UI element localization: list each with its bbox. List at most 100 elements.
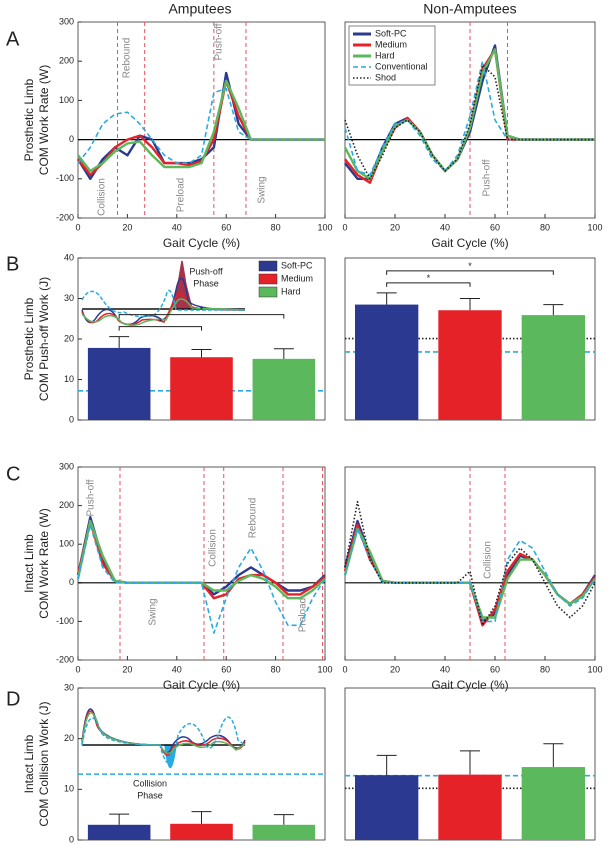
y-tick-label: 0	[69, 834, 74, 844]
x-tick-label: 80	[540, 222, 550, 232]
x-tick-label: 100	[587, 222, 602, 232]
phase-label: Preload	[298, 598, 309, 632]
y-axis-label: COM Work Rate (W)	[37, 508, 51, 618]
y-tick-label: 20	[64, 733, 74, 743]
x-tick-label: 0	[75, 664, 80, 674]
series-line	[76, 519, 326, 600]
phase-label: Push-off	[214, 23, 225, 60]
bar	[252, 824, 316, 840]
panel: 0 20 40 60 80 100 Gait Cycle (%) Collision	[342, 466, 603, 692]
panel: Intact Limb COM Work Rate (W) -200 -100 0 100…	[22, 461, 332, 692]
x-tick-label: 40	[440, 664, 450, 674]
y-axis-label: COM Collision Work (J)	[37, 701, 51, 826]
x-tick-label: 100	[317, 664, 332, 674]
legend-label: Soft-PC	[281, 260, 313, 270]
series-line	[344, 60, 595, 176]
x-axis-label: Gait Cycle (%)	[163, 236, 240, 250]
x-tick-label: 100	[317, 222, 332, 232]
inset-label: Collision	[133, 778, 167, 788]
y-axis-label: Intact Limb	[22, 534, 36, 593]
x-tick-label: 20	[122, 664, 132, 674]
y-tick-label: -100	[56, 173, 74, 183]
y-axis-label: Intact Limb	[22, 734, 36, 793]
y-tick-label: -200	[56, 654, 74, 664]
inset-label: Phase	[137, 790, 163, 800]
bar	[438, 774, 502, 840]
panel-letter: C	[6, 463, 20, 485]
legend-label: Soft-PC	[375, 28, 407, 38]
panel: 0 20 40 60 80 100 Gait Cycle (%) Push-off Soft-P…	[342, 21, 603, 250]
y-axis-label: COM Work Rate (W)	[37, 65, 51, 175]
x-tick-label: 80	[540, 664, 550, 674]
column-title: Non-Amputees	[423, 1, 516, 17]
legend-label: Hard	[281, 286, 301, 296]
error-bar	[109, 813, 130, 825]
phase-label: Swing	[148, 598, 159, 625]
x-tick-label: 80	[271, 222, 281, 232]
error-bar	[376, 292, 397, 305]
x-tick-label: 20	[390, 664, 400, 674]
y-tick-label: 40	[64, 252, 74, 262]
error-bar	[273, 814, 294, 825]
legend-swatch	[258, 273, 278, 285]
y-tick-label: 0	[69, 414, 74, 424]
significance-label: *	[468, 261, 472, 271]
x-tick-label: 60	[221, 664, 231, 674]
y-tick-label: 20	[64, 333, 74, 343]
x-tick-label: 60	[490, 222, 500, 232]
x-tick-label: 20	[390, 222, 400, 232]
significance-label: *	[200, 305, 204, 315]
error-bar	[109, 336, 130, 348]
y-tick-label: -200	[56, 212, 74, 222]
y-tick-label: 100	[59, 539, 74, 549]
phase-label: Rebound	[122, 38, 133, 79]
phase-label: Push-off	[482, 159, 493, 196]
y-tick-label: 100	[59, 95, 74, 105]
y-tick-label: -100	[56, 616, 74, 626]
series-line	[344, 528, 596, 623]
significance-bracket	[118, 326, 202, 331]
significance-label: *	[427, 273, 431, 283]
phase-label: Push-off	[86, 479, 97, 516]
y-tick-label: 200	[59, 56, 74, 66]
x-axis-label: Gait Cycle (%)	[163, 678, 240, 692]
x-tick-label: 0	[75, 222, 80, 232]
x-tick-label: 100	[587, 664, 602, 674]
error-bar	[543, 304, 564, 316]
series-line	[77, 79, 325, 173]
legend-label: Hard	[375, 50, 395, 60]
panel: Prosthetic Limb COM Work Rate (W) -200 -100…	[22, 16, 332, 250]
x-tick-label: 20	[122, 222, 132, 232]
x-tick-label: 80	[271, 664, 281, 674]
legend-label: Medium	[281, 273, 313, 283]
y-tick-label: 30	[64, 682, 74, 692]
panel-letter: D	[6, 688, 20, 710]
plot-frame	[77, 466, 326, 661]
series-line	[77, 524, 326, 634]
y-tick-label: 200	[59, 500, 74, 510]
y-tick-label: 10	[64, 784, 74, 794]
series-line	[343, 519, 597, 623]
series-line	[344, 64, 595, 180]
series-line	[77, 87, 325, 164]
error-bar	[376, 754, 397, 776]
error-bar	[273, 348, 294, 359]
inset-collision	[81, 708, 246, 768]
x-axis-label: Gait Cycle (%)	[431, 236, 508, 250]
phase-label: Preload	[176, 178, 187, 212]
phase-label: Swing	[257, 176, 268, 203]
inset-label: Phase	[193, 278, 219, 288]
series-line	[76, 519, 326, 600]
error-bar	[460, 750, 480, 775]
inset-label: Push-off	[189, 266, 223, 276]
legend-label: Conventional	[375, 61, 428, 71]
significance-bracket	[118, 314, 285, 319]
bar	[170, 823, 233, 840]
y-tick-label: 10	[64, 374, 74, 384]
error-bar	[191, 811, 212, 824]
significance-bracket	[386, 270, 554, 275]
y-tick-label: 300	[59, 461, 74, 471]
legend-label: Medium	[375, 39, 407, 49]
bar	[87, 347, 151, 420]
